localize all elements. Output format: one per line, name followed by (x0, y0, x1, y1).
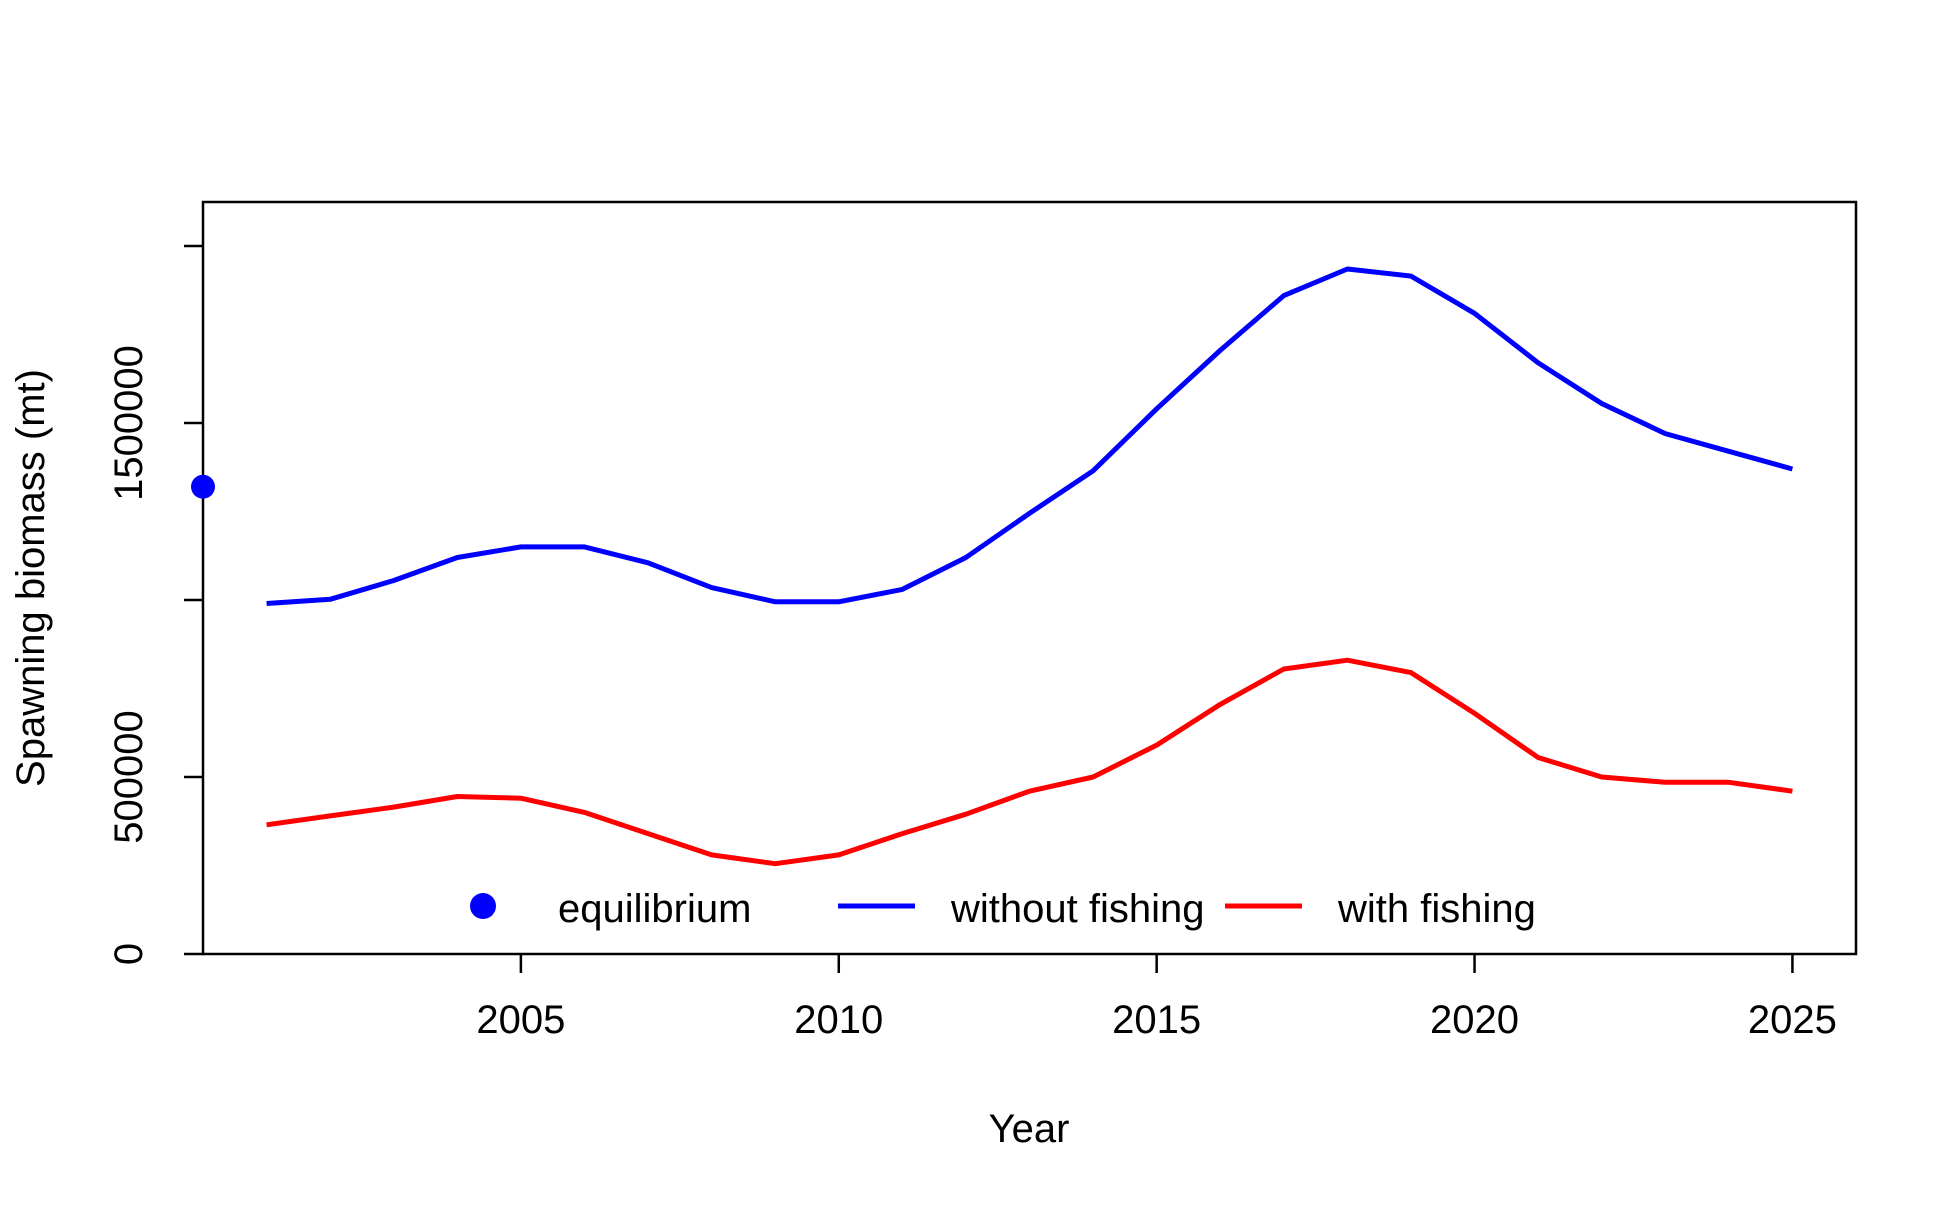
legend-point-equilibrium (470, 893, 496, 919)
y-axis-title: Spawning biomass (mt) (9, 369, 53, 787)
y-tick-label: 500000 (107, 710, 151, 843)
x-axis-title: Year (989, 1107, 1070, 1151)
series-layer (266, 266, 1794, 867)
x-tick-label: 2015 (1112, 998, 1201, 1042)
x-tick-label: 2005 (476, 998, 565, 1042)
points-layer (191, 474, 215, 499)
y-axis: 0 500000 1500000 (107, 244, 203, 965)
x-tick-label: 2020 (1430, 998, 1519, 1042)
legend-label-equilibrium: equilibrium (558, 887, 751, 931)
y-tick-label: 1500000 (107, 345, 151, 501)
series-line-without-fishing (266, 266, 1794, 606)
y-tick-label: 0 (107, 943, 151, 965)
point-equilibrium (191, 474, 215, 499)
x-tick-label: 2010 (794, 998, 883, 1042)
plot-frame (201, 200, 1858, 956)
x-tick-label: 2025 (1748, 998, 1837, 1042)
legend-label-with-fishing: with fishing (1337, 887, 1536, 931)
series-line-with-fishing (266, 657, 1793, 867)
legend-label-without-fishing: without fishing (950, 887, 1204, 931)
x-axis: 2005 2010 2015 2020 2025 (476, 954, 1837, 1042)
legend: equilibrium without fishing with fishing (470, 887, 1536, 931)
